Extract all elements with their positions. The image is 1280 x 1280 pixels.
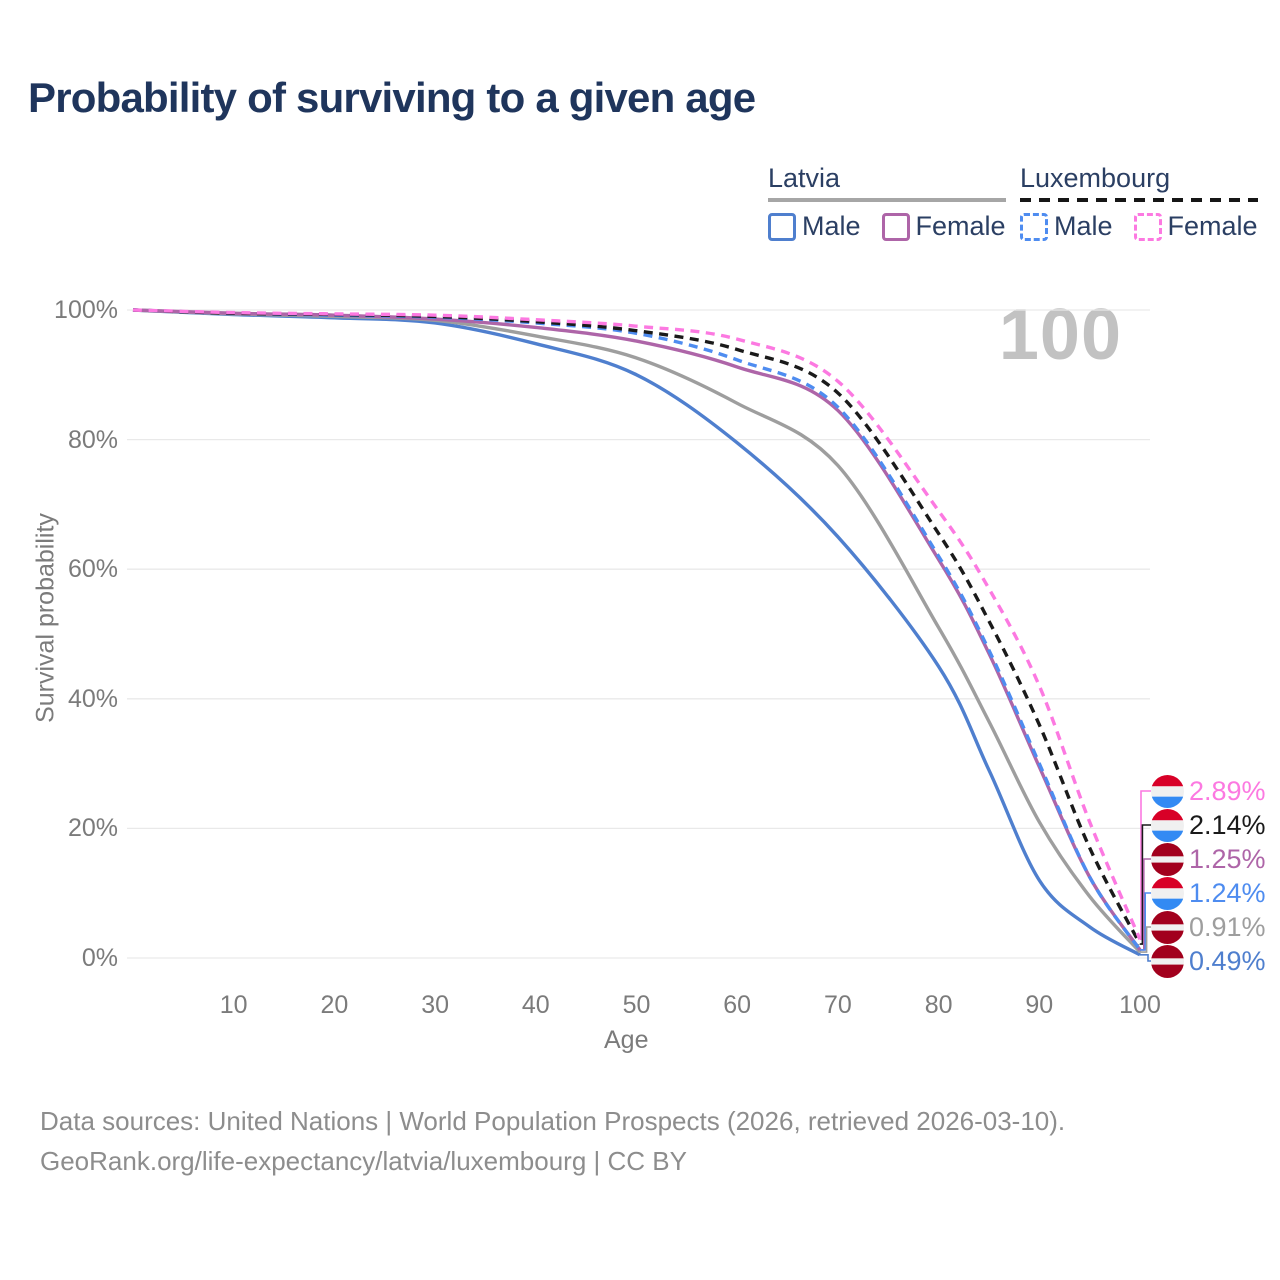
legend-item-luxembourg-female[interactable]: Female	[1133, 211, 1258, 242]
luxembourg-flag-icon	[1151, 876, 1184, 910]
legend-swatch-luxembourg-male[interactable]	[1020, 212, 1048, 241]
latvia-flag-icon	[1151, 910, 1184, 944]
y-tick-label: 20%	[67, 814, 118, 843]
x-tick-label: 40	[521, 991, 550, 1019]
end-label-latvia-both: 0.91%	[1151, 910, 1266, 944]
y-tick-label: 60%	[67, 555, 118, 584]
end-label-value: 0.91%	[1189, 911, 1266, 942]
end-label-luxembourg-both: 2.14%	[1151, 808, 1266, 842]
luxembourg-flag-icon	[1151, 808, 1184, 842]
series-line-luxembourg-male	[132, 308, 1142, 951]
end-label-luxembourg-female: 2.89%	[1151, 774, 1266, 808]
legend-swatch-latvia-male[interactable]	[768, 212, 796, 241]
series-line-luxembourg-female	[132, 308, 1142, 940]
x-tick-label: 80	[924, 991, 953, 1019]
legend-item-label: Male	[1054, 211, 1113, 241]
label-connector-latvia-both	[1140, 926, 1151, 953]
x-tick-label: 50	[622, 991, 651, 1019]
end-label-luxembourg-male: 1.24%	[1151, 876, 1266, 910]
series-line-latvia-female	[132, 308, 1142, 951]
legend-item-latvia-female[interactable]: Female	[881, 211, 1006, 242]
label-connector-latvia-male	[1140, 954, 1151, 962]
luxembourg-flag-icon	[1151, 774, 1184, 808]
end-label-value: 1.24%	[1189, 877, 1266, 908]
series-line-latvia-male	[132, 308, 1141, 957]
series-line-latvia-both	[132, 308, 1142, 954]
label-connector-luxembourg-male	[1140, 892, 1151, 951]
end-label-value: 2.14%	[1189, 809, 1266, 840]
legend-group-luxembourg: Luxembourg Male Female	[1020, 163, 1258, 242]
legend-underline-luxembourg	[1020, 198, 1258, 202]
legend-item-latvia-male[interactable]: Male	[768, 211, 861, 242]
legend-item-label: Female	[915, 211, 1006, 241]
page-title: Probability of surviving to a given age	[28, 74, 756, 121]
y-tick-label: 40%	[67, 684, 118, 713]
legend-item-luxembourg-male[interactable]: Male	[1020, 211, 1113, 242]
x-tick-label: 20	[320, 991, 349, 1019]
x-tick-label: 100	[1119, 991, 1161, 1019]
legend-item-label: Female	[1167, 211, 1258, 241]
label-connector-luxembourg-female	[1140, 790, 1151, 941]
x-tick-label: 10	[219, 991, 248, 1019]
end-label-latvia-male: 0.49%	[1151, 944, 1266, 978]
end-label-value: 1.25%	[1189, 843, 1266, 874]
legend-swatch-luxembourg-female[interactable]	[1133, 212, 1162, 241]
watermark-age-100: 100	[998, 295, 1122, 375]
y-tick-label: 0%	[81, 944, 118, 972]
legend-swatch-latvia-female[interactable]	[881, 212, 910, 241]
legend-label-luxembourg: Luxembourg	[1020, 163, 1171, 193]
x-axis-label: Age	[604, 1026, 649, 1054]
series-line-luxembourg-both	[132, 308, 1142, 945]
x-tick-label: 60	[723, 991, 752, 1019]
x-tick-label: 70	[823, 991, 852, 1019]
legend-label-latvia: Latvia	[768, 163, 841, 193]
y-tick-label: 80%	[67, 425, 118, 454]
end-label-latvia-female: 1.25%	[1151, 842, 1266, 876]
label-connector-latvia-female	[1140, 858, 1151, 951]
legend-group-latvia: Latvia Male Female	[768, 163, 1006, 242]
x-tick-label: 30	[421, 991, 449, 1019]
latvia-flag-icon	[1151, 944, 1184, 978]
legend-item-label: Male	[802, 211, 861, 241]
y-tick-label: 100%	[54, 296, 118, 324]
latvia-flag-icon	[1151, 842, 1184, 876]
x-tick-label: 90	[1025, 991, 1054, 1019]
label-connector-luxembourg-both	[1140, 824, 1151, 945]
end-label-value: 0.49%	[1189, 945, 1266, 976]
footer-source-line: Data sources: United Nations | World Pop…	[40, 1106, 1066, 1136]
end-label-value: 2.89%	[1189, 775, 1266, 806]
legend-underline-latvia	[768, 198, 1006, 202]
footer-url-line: GeoRank.org/life-expectancy/latvia/luxem…	[40, 1146, 687, 1176]
